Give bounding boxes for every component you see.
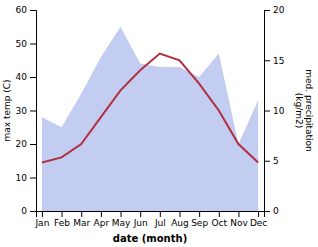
tick-mark [219,211,220,217]
tick-mark [264,10,270,11]
tick-label: Nov [230,218,248,228]
y-tick: 40 [16,72,36,82]
tick-mark [238,211,239,217]
y2-tick: 5 [264,156,279,166]
x-tick: Apr [94,211,110,228]
tick-mark [30,77,36,78]
tick-mark [30,44,36,45]
tick-mark [30,144,36,145]
tick-mark [264,111,270,112]
tick-mark [264,161,270,162]
tick-mark [121,211,122,217]
tick-label: 60 [16,5,28,15]
tick-label: Sep [191,218,208,228]
y2-axis: 0 5 10 15 20 [264,5,285,216]
y-tick: 20 [16,139,36,149]
axis-line [37,212,265,218]
tick-mark [179,211,180,217]
tick-label: Apr [94,218,110,228]
tick-mark [30,10,36,11]
tick-label: Aug [171,218,189,228]
tick-mark [30,211,36,212]
x-axis: Jan FebMar AprMayJun Jul AugSep OctNovDec [34,211,267,228]
y-axis: 0 10 20 30 40 50 60 [16,5,37,216]
tick-label: 30 [16,106,28,116]
x-tick: Dec [250,211,267,228]
tick-mark [140,211,141,217]
tick-label: Jan [34,218,49,228]
tick-mark [81,211,82,217]
axis-line [30,11,37,212]
x-tick: Sep [191,211,208,228]
x-tick: Jul [154,211,166,228]
tick-label: Feb [54,218,70,228]
x-tick: Feb [54,211,70,228]
y-tick: 60 [16,5,36,15]
y-tick: 30 [16,106,36,116]
x-tick: May [112,211,131,228]
axis-line [265,11,271,212]
tick-label: 0 [273,206,279,216]
y2-tick: 10 [264,106,285,116]
tick-label: 10 [16,173,28,183]
x-axis-title: date (month) [113,233,187,244]
tick-label: 5 [273,156,279,166]
tick-label: Jul [154,218,166,228]
x-tick: Aug [171,211,189,228]
tick-label: 15 [273,56,284,66]
tick-mark [264,211,270,212]
area [42,27,258,211]
y-tick: 0 [21,206,36,216]
tick-label: Dec [250,218,267,228]
tick-mark [101,211,102,217]
tick-label: Mar [73,218,90,228]
tick-label: 20 [273,5,285,15]
y-tick: 10 [16,173,36,183]
tick-label: Oct [212,218,228,228]
tick-mark [264,60,270,61]
tick-mark [160,211,161,217]
x-tick: Mar [73,211,90,228]
tick-mark [62,211,63,217]
tick-label: 40 [16,72,28,82]
x-tick: Oct [212,211,228,228]
tick-label: May [112,218,131,228]
tick-mark [258,211,259,217]
line [42,54,258,163]
plot: Jan FebMar AprMayJun Jul AugSep OctNovDec 0 10 2… [2,5,314,244]
tick-label: Jun [133,218,148,228]
x-tick: Nov [230,211,248,228]
y2-axis-title: med. precipitation(kg/m2) [294,69,314,151]
tick-label: 50 [16,39,28,49]
y2-tick: 20 [264,5,285,15]
tick-mark [199,211,200,217]
y2-tick: 15 [264,56,284,66]
y2-tick: 0 [264,206,279,216]
marks [42,27,258,211]
x-tick: Jan [34,211,49,228]
y-axis-title: max temp (C) [2,79,12,141]
tick-label: 20 [16,139,28,149]
tick-mark [42,211,43,217]
y-tick: 50 [16,39,36,49]
tick-label: 0 [21,206,27,216]
tick-mark [30,178,36,179]
chart: Jan FebMar AprMayJun Jul AugSep OctNovDec 0 10 2… [0,0,318,247]
x-tick: Jun [133,211,148,228]
tick-mark [30,111,36,112]
tick-label: 10 [273,106,285,116]
